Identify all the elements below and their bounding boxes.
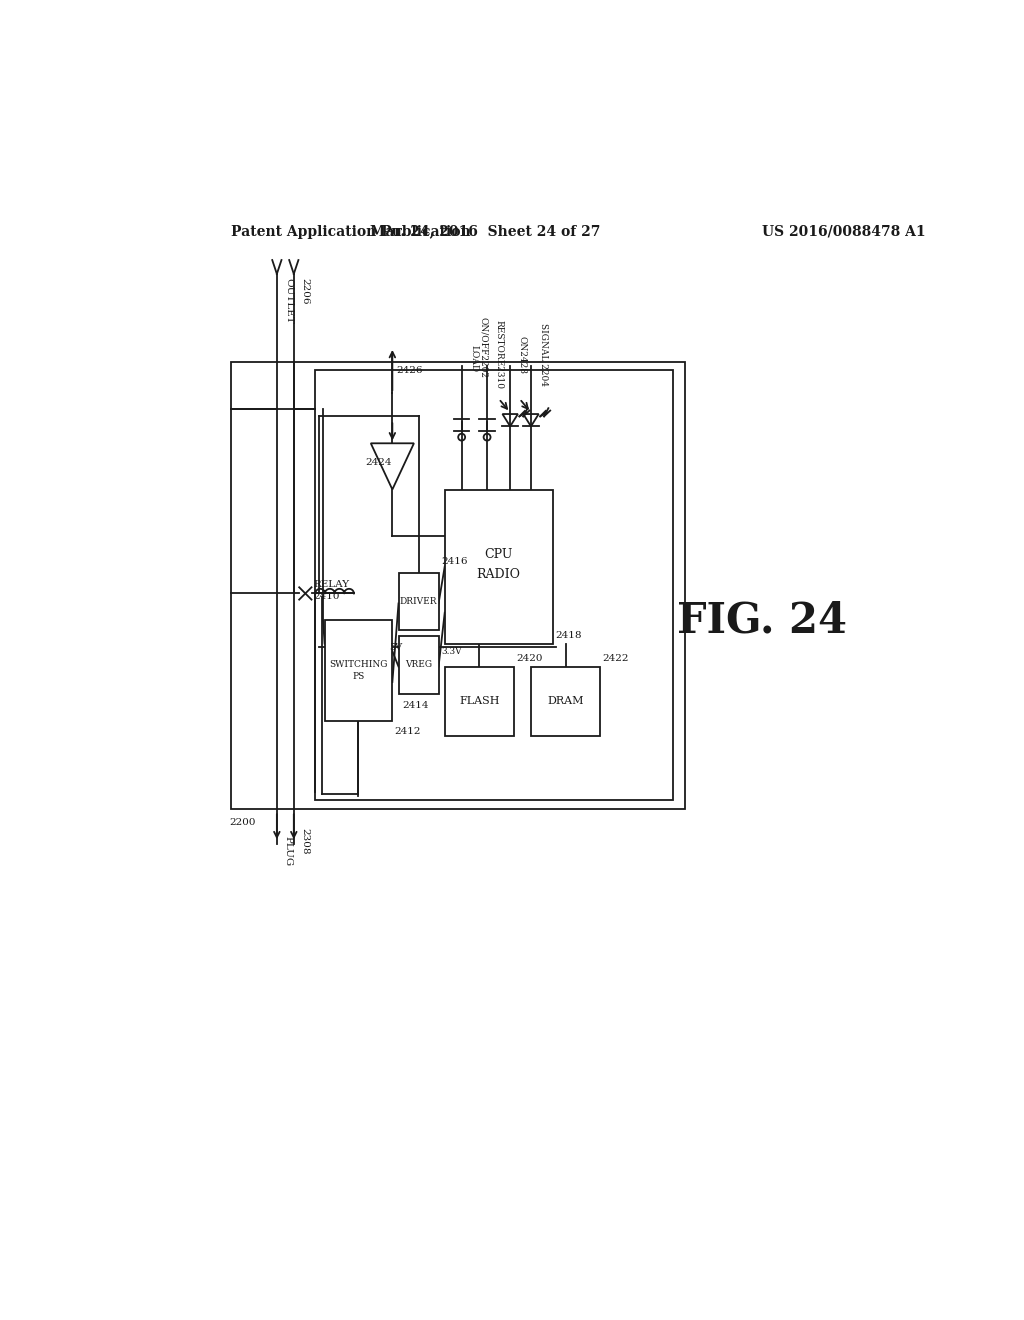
Text: 2426: 2426 <box>396 366 423 375</box>
Text: Mar. 24, 2016  Sheet 24 of 27: Mar. 24, 2016 Sheet 24 of 27 <box>370 224 600 239</box>
Text: 2206: 2206 <box>300 277 309 304</box>
Text: RESTORE2310: RESTORE2310 <box>495 321 504 389</box>
Text: 5V: 5V <box>389 643 402 652</box>
Text: 2418: 2418 <box>555 631 582 640</box>
Text: FLASH: FLASH <box>459 696 500 706</box>
Text: LOAD: LOAD <box>469 345 478 372</box>
Text: RADIO: RADIO <box>476 568 520 581</box>
Text: 2308: 2308 <box>300 829 309 855</box>
Text: 2410: 2410 <box>313 593 340 601</box>
Bar <box>444 490 553 644</box>
Bar <box>230 363 685 809</box>
Text: 2422: 2422 <box>602 653 629 663</box>
Text: FIG. 24: FIG. 24 <box>677 599 847 642</box>
Bar <box>325 620 392 721</box>
Bar <box>531 667 600 737</box>
Text: 2200: 2200 <box>229 818 256 828</box>
Text: PS: PS <box>352 672 365 681</box>
Text: 2416: 2416 <box>441 557 467 566</box>
Bar <box>398 636 438 693</box>
Text: 2414: 2414 <box>402 701 429 710</box>
Text: 2420: 2420 <box>516 653 543 663</box>
Text: VREG: VREG <box>404 660 432 669</box>
Text: US 2016/0088478 A1: US 2016/0088478 A1 <box>762 224 926 239</box>
Bar <box>444 667 514 737</box>
Text: ON/OFF2202: ON/OFF2202 <box>478 317 487 378</box>
Text: 2412: 2412 <box>394 726 421 735</box>
Text: RELAY: RELAY <box>313 579 349 589</box>
Bar <box>315 370 674 800</box>
Text: SWITCHING: SWITCHING <box>330 660 388 669</box>
Text: ON2428: ON2428 <box>518 335 527 374</box>
Bar <box>398 573 438 631</box>
Text: CPU: CPU <box>484 548 513 561</box>
Text: DRAM: DRAM <box>548 696 584 706</box>
Text: 3.3V: 3.3V <box>441 647 462 656</box>
Text: DRIVER: DRIVER <box>399 597 437 606</box>
Text: PLUG: PLUG <box>283 836 292 866</box>
Text: OUTLET: OUTLET <box>285 279 294 323</box>
Text: Patent Application Publication: Patent Application Publication <box>230 224 470 239</box>
Text: 2424: 2424 <box>366 458 392 467</box>
Text: SIGNAL 2204: SIGNAL 2204 <box>539 323 548 387</box>
